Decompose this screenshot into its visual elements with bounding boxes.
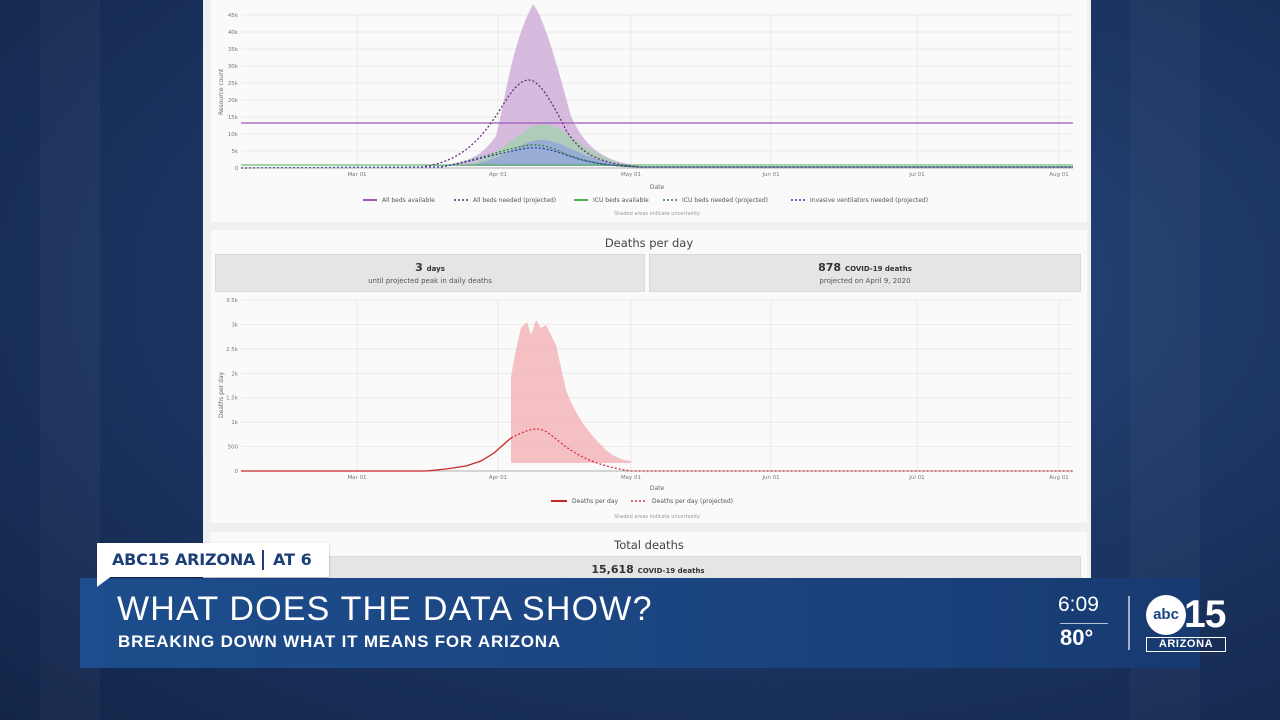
resource-y-ticks: 0 5k 10k 15k 20k 25k 30k 35k 40k 45k [228,13,239,172]
deaths-x-tick: Jul 01 [908,475,924,481]
resource-y-tick: 45k [228,13,239,19]
deaths-uncertainty-area [511,320,631,463]
resource-y-label: Resource count [218,68,225,115]
peak-deaths-box: 878 COVID-19 deaths projected on April 9… [649,254,1081,292]
resource-legend: All beds available All beds needed (proj… [363,197,928,204]
resource-y-tick: 15k [228,115,239,121]
deaths-chart-grid [241,299,1073,472]
deaths-y-tick: 0 [235,469,239,475]
deaths-x-tick: Aug 01 [1049,475,1069,481]
resource-y-tick: 10k [228,132,239,138]
tag-divider [262,550,264,570]
deaths-y-ticks: 0 500 1k 1.5k 2k 2.5k 3k 3.5k [226,298,239,475]
subheadline: BREAKING DOWN WHAT IT MEANS FOR ARIZONA [118,632,561,651]
temperature: 80° [1060,625,1094,650]
deaths-projected-line [510,428,1073,472]
clock-divider [1060,623,1108,624]
deaths-y-tick: 500 [228,445,239,451]
deaths-panel: Deaths per day 3 days until projected pe… [211,230,1087,523]
deaths-y-tick: 3k [231,322,238,328]
chart-screen: Resource count 0 5k 10k 15k 20k 25k 30k 35k 40k 4… [203,0,1091,580]
deaths-legend: Deaths per day Deaths per day (projected… [551,498,733,505]
resource-x-tick: Aug 01 [1049,172,1069,178]
resource-x-tick: Jul 01 [908,172,924,178]
resource-y-tick: 5k [231,149,238,155]
all-beds-uncertainty-area [421,4,641,166]
resource-x-label: Date [650,184,665,191]
resource-y-tick: 20k [228,98,239,104]
resource-panel: Resource count 0 5k 10k 15k 20k 25k 30k 35k 40k 4… [211,0,1087,222]
legend-icu-beds: ICU beds available [593,197,649,204]
resource-y-tick: 40k [228,30,239,36]
deaths-observed-line [241,437,512,472]
deaths-x-tick: Jun 01 [761,475,779,481]
deaths-y-tick: 3.5k [226,298,239,304]
peak-days-unit: days [426,265,445,273]
tag-tail [97,575,113,587]
resource-x-tick: Jun 01 [761,172,779,178]
resource-chart: Resource count 0 5k 10k 15k 20k 25k 30k 35k 40k 4… [218,4,1073,217]
resource-x-ticks: Mar 01 Apr 01 May 01 Jun 01 Jul 01 Aug 01 [347,172,1068,178]
deaths-x-tick: Mar 01 [347,475,366,481]
peak-deaths-subtext: projected on April 9, 2020 [819,277,911,285]
icu-needed-line [240,144,1073,169]
resource-y-tick: 30k [228,64,239,70]
legend-all-beds: All beds available [382,197,435,204]
legend-icu-needed: ICU beds needed (projected) [682,197,768,204]
legend-ventilators: Invasive ventilators needed (projected) [810,197,928,204]
peak-days-box: 3 days until projected peak in daily dea… [215,254,645,292]
deaths-x-label: Date [650,485,665,492]
deaths-x-tick: Apr 01 [489,475,507,481]
peak-days-value: 3 [415,261,423,274]
logo-number: 15 [1184,593,1226,636]
resource-chart-grid [241,14,1073,169]
deaths-chart: Deaths per day 0 500 1k 1.5k 2k 2.5k 3k 3.5k Ma… [218,298,1073,520]
total-deaths-title: Total deaths [614,538,684,552]
resource-x-tick: Mar 01 [347,172,366,178]
logo-state: ARIZONA [1146,637,1226,652]
abc-logo-icon: abc [1146,595,1186,635]
resource-y-tick: 35k [228,47,239,53]
station-logo: abc 15 ARIZONA [1146,593,1228,653]
show-tag: ABC15 ARIZONA AT 6 [97,543,329,577]
peak-days-subtext: until projected peak in daily deaths [368,277,492,285]
peak-deaths-unit: COVID-19 deaths [844,265,912,273]
lower-third-bar [80,578,1200,668]
logo-divider [1128,596,1130,650]
headline: WHAT DOES THE DATA SHOW? [117,590,653,628]
legend-deaths: Deaths per day [572,498,619,505]
deaths-y-tick: 2.5k [226,347,239,353]
resource-y-tick: 0 [235,166,239,172]
deaths-y-label: Deaths per day [218,371,225,418]
total-deaths-panel: Total deaths 15,618 COVID-19 deaths [211,532,1087,580]
time-slot-label: AT 6 [273,550,312,569]
deaths-panel-title: Deaths per day [604,236,694,250]
ventilator-uncertainty-area [466,139,631,166]
total-deaths-box: 15,618 COVID-19 deaths [215,556,1081,580]
deaths-y-tick: 2k [231,371,238,377]
peak-deaths-value: 878 [818,261,842,274]
deaths-y-tick: 1.5k [226,396,239,402]
total-deaths-value: 15,618 [591,563,634,576]
resource-uncertainty-note: Shaded areas indicate uncertainty [614,211,700,217]
deaths-x-ticks: Mar 01 Apr 01 May 01 Jun 01 Jul 01 Aug 01 [347,475,1068,481]
resource-y-tick: 25k [228,81,239,87]
legend-deaths-projected: Deaths per day (projected) [652,498,733,505]
ventilators-needed-line [240,147,1073,169]
resource-x-tick: May 01 [621,172,641,178]
legend-all-beds-needed: All beds needed (projected) [473,197,556,204]
brand-label: ABC15 ARIZONA [112,550,256,569]
clock: 6:09 [1058,593,1099,616]
deaths-x-tick: May 01 [621,475,641,481]
deaths-uncertainty-note: Shaded areas indicate uncertainty [614,514,700,520]
resource-x-tick: Apr 01 [489,172,507,178]
total-deaths-unit: COVID-19 deaths [637,567,705,575]
deaths-y-tick: 1k [231,420,238,426]
all-beds-needed-line [240,79,1073,169]
